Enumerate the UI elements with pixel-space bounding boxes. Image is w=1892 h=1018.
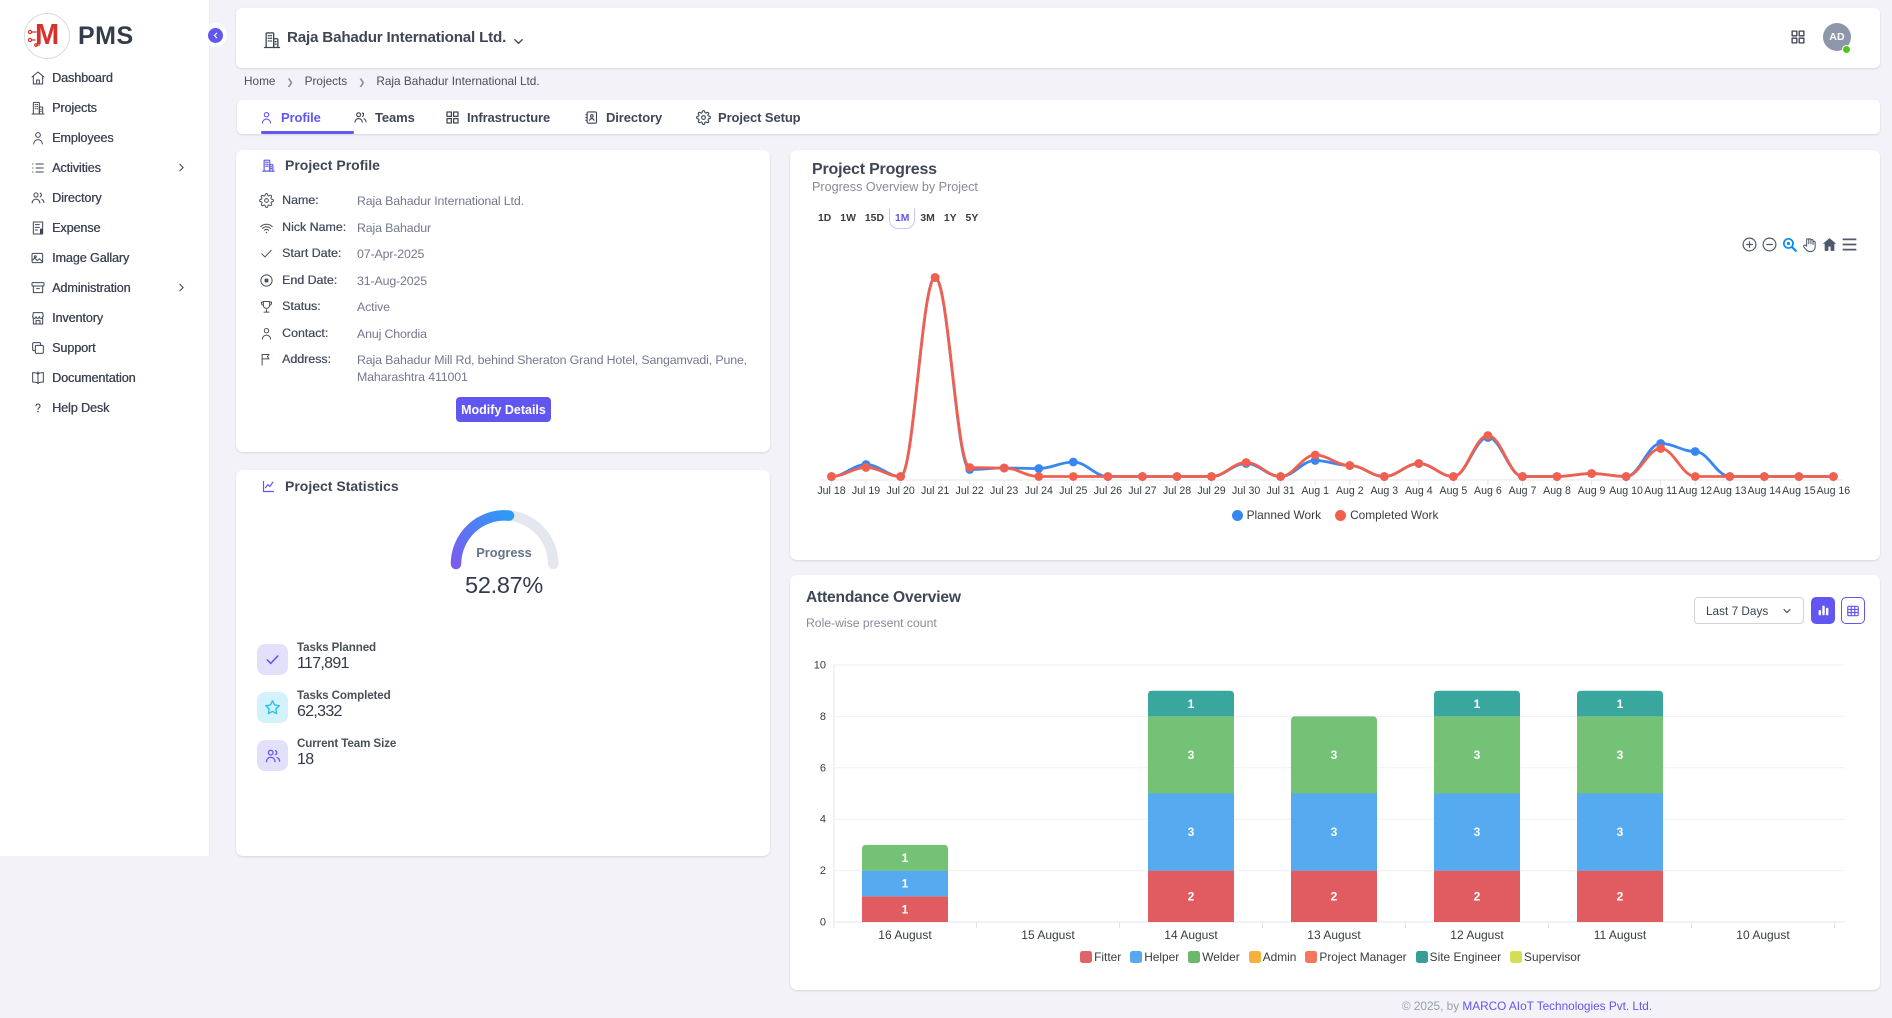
svg-text:1: 1	[1474, 697, 1481, 711]
svg-text:Jul 22: Jul 22	[956, 485, 984, 497]
svg-text:Aug 1: Aug 1	[1301, 485, 1329, 497]
svg-text:8: 8	[820, 711, 826, 723]
svg-text:Aug 15: Aug 15	[1782, 485, 1816, 497]
svg-text:Jul 30: Jul 30	[1232, 485, 1260, 497]
svg-text:1: 1	[1617, 697, 1624, 711]
svg-text:10: 10	[814, 660, 826, 672]
svg-text:Aug 2: Aug 2	[1336, 485, 1364, 497]
svg-text:16 August: 16 August	[878, 928, 932, 942]
svg-text:Jul 26: Jul 26	[1094, 485, 1122, 497]
svg-text:Jul 21: Jul 21	[921, 485, 949, 497]
svg-text:4: 4	[820, 814, 826, 826]
svg-text:Aug 11: Aug 11	[1644, 485, 1677, 497]
svg-text:0: 0	[820, 917, 826, 929]
svg-text:6: 6	[820, 762, 826, 774]
svg-text:Jul 29: Jul 29	[1197, 485, 1225, 497]
svg-text:Aug 7: Aug 7	[1509, 485, 1537, 497]
svg-text:Jul 19: Jul 19	[852, 485, 880, 497]
svg-text:3: 3	[1474, 825, 1481, 839]
svg-text:Aug 16: Aug 16	[1817, 485, 1851, 497]
svg-text:3: 3	[1617, 748, 1624, 762]
svg-text:Aug 8: Aug 8	[1543, 485, 1571, 497]
svg-text:Aug 4: Aug 4	[1405, 485, 1433, 497]
svg-text:10 August: 10 August	[1736, 928, 1790, 942]
svg-text:Jul 27: Jul 27	[1128, 485, 1156, 497]
svg-text:1: 1	[902, 902, 909, 916]
svg-text:Jul 24: Jul 24	[1025, 485, 1053, 497]
svg-text:Jul 25: Jul 25	[1059, 485, 1087, 497]
svg-text:Aug 6: Aug 6	[1474, 485, 1502, 497]
svg-text:Jul 31: Jul 31	[1266, 485, 1294, 497]
svg-text:14 August: 14 August	[1164, 928, 1218, 942]
svg-text:3: 3	[1617, 825, 1624, 839]
svg-text:1: 1	[1188, 697, 1195, 711]
svg-text:2: 2	[1617, 890, 1624, 904]
svg-text:Aug 14: Aug 14	[1748, 485, 1782, 497]
svg-text:Aug 9: Aug 9	[1578, 485, 1606, 497]
svg-text:2: 2	[820, 865, 826, 877]
svg-text:Jul 23: Jul 23	[990, 485, 1018, 497]
svg-text:13 August: 13 August	[1307, 928, 1361, 942]
svg-text:1: 1	[902, 851, 909, 865]
svg-text:Aug 5: Aug 5	[1440, 485, 1468, 497]
svg-text:Jul 18: Jul 18	[817, 485, 845, 497]
svg-text:Aug 10: Aug 10	[1609, 485, 1643, 497]
svg-text:Aug 3: Aug 3	[1370, 485, 1398, 497]
svg-text:2: 2	[1331, 890, 1338, 904]
svg-text:2: 2	[1188, 890, 1195, 904]
svg-text:Aug 12: Aug 12	[1678, 485, 1712, 497]
svg-text:11 August: 11 August	[1594, 928, 1647, 942]
svg-text:2: 2	[1474, 890, 1481, 904]
svg-text:3: 3	[1331, 825, 1338, 839]
svg-text:3: 3	[1188, 748, 1195, 762]
svg-text:3: 3	[1188, 825, 1195, 839]
svg-text:15 August: 15 August	[1021, 928, 1075, 942]
svg-text:3: 3	[1474, 748, 1481, 762]
svg-text:Aug 13: Aug 13	[1713, 485, 1747, 497]
svg-text:1: 1	[902, 877, 909, 891]
svg-text:Jul 20: Jul 20	[886, 485, 914, 497]
svg-text:3: 3	[1331, 748, 1338, 762]
svg-text:Jul 28: Jul 28	[1163, 485, 1191, 497]
svg-text:12 August: 12 August	[1450, 928, 1504, 942]
